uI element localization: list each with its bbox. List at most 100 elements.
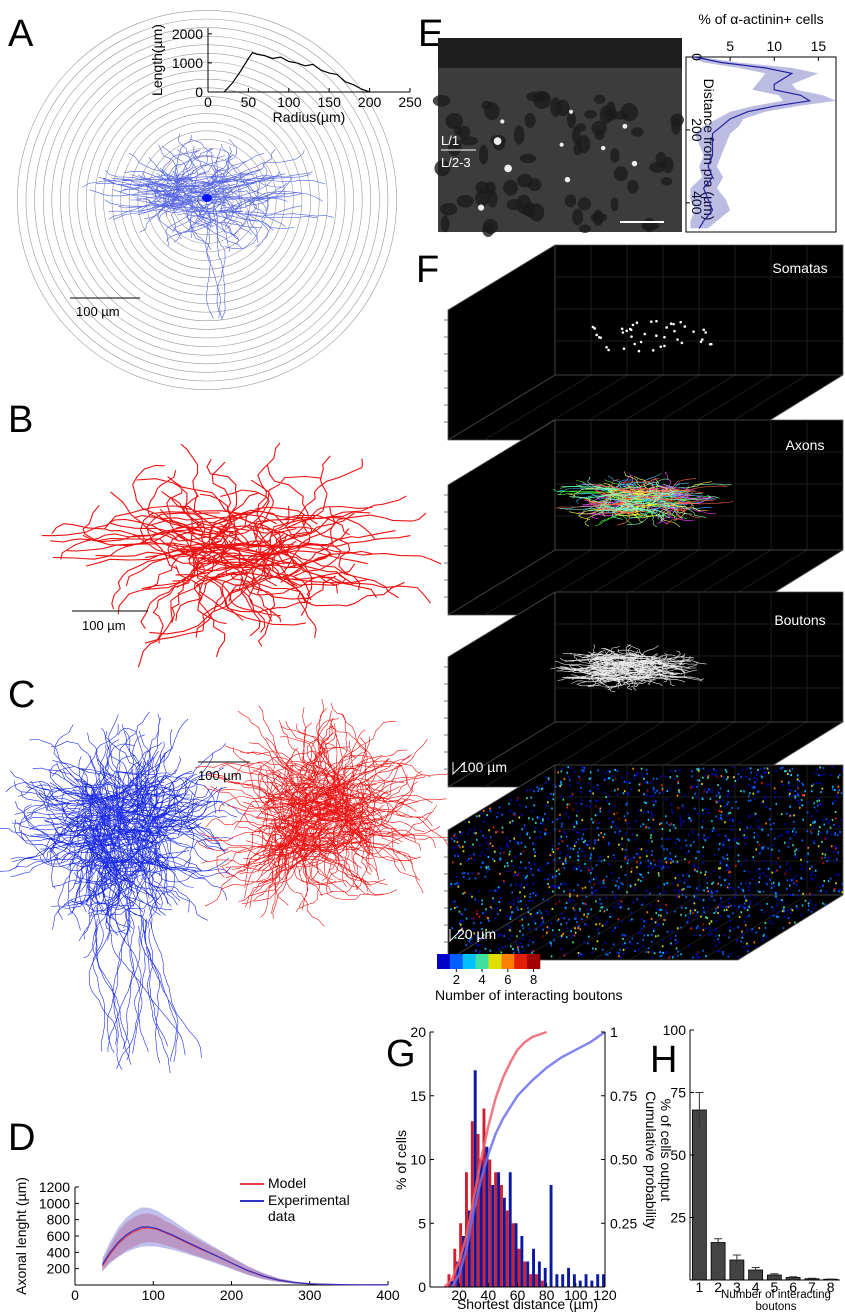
x-tick-label: 200: [220, 1287, 244, 1303]
cell-shadow: [614, 166, 628, 181]
colorbar-cell: [437, 954, 450, 969]
cell-shadow: [573, 142, 582, 155]
page: ABCDEFGH100 µm100 µm100 µmL/1L/2-3Somata…: [0, 0, 845, 1313]
panel-label: F: [416, 249, 439, 291]
layer-label: L/2-3: [441, 155, 471, 170]
y-axis-label: Length(µm): [149, 24, 165, 96]
y-axis-label: % of cells: [393, 1130, 409, 1190]
y-tick-label: 15: [410, 1088, 426, 1104]
panel-label: H: [650, 1039, 677, 1081]
x-tick-label: 100: [277, 94, 301, 110]
soma-dot: [659, 345, 662, 348]
soma-dot: [655, 320, 658, 323]
histogram-bar: [515, 1223, 518, 1287]
figure-canvas: ABCDEFGH100 µm100 µm100 µmL/1L/2-3Somata…: [0, 0, 845, 1313]
cell-shadow: [591, 121, 606, 135]
cell-shadow: [483, 219, 498, 234]
neuron-tracing: [0, 712, 245, 958]
soma-dot: [673, 330, 676, 333]
labeled-cell: [494, 137, 502, 145]
y-tick-label: 1200: [39, 1179, 70, 1195]
panel-label: A: [8, 13, 34, 55]
panel-label: B: [8, 399, 33, 441]
histogram-bar: [550, 1185, 553, 1287]
soma: [202, 194, 212, 202]
bar: [692, 1110, 706, 1280]
y-tick-label: 800: [47, 1212, 71, 1228]
x-tick-label: 1: [695, 1279, 703, 1295]
soma-dot: [623, 347, 626, 350]
histogram-bar: [512, 1223, 515, 1287]
colorbar-cell: [489, 954, 502, 969]
y-tick-label: 400: [47, 1244, 71, 1260]
y2-tick-label: 0.75: [610, 1088, 637, 1104]
x-tick-label: 300: [298, 1287, 322, 1303]
soma-dot: [676, 338, 679, 341]
y-tick-label: 10: [410, 1152, 426, 1168]
scale-bar-label: 100 µm: [82, 618, 126, 633]
labeled-cell: [622, 124, 627, 129]
cell-shadow: [525, 113, 536, 128]
histogram-bar: [535, 1274, 538, 1287]
soma-dot: [595, 334, 598, 337]
soma-dot: [636, 321, 639, 324]
soma-dot: [643, 333, 646, 336]
soma-dot: [683, 325, 686, 328]
histogram-bar: [477, 1134, 480, 1287]
soma-dot: [625, 329, 628, 332]
labeled-cell: [504, 165, 512, 173]
cell-shadow: [533, 91, 549, 102]
scale-bar-label: 20 µm: [457, 926, 496, 942]
cell-shadow: [656, 152, 667, 168]
x-tick-label: 0: [204, 94, 212, 110]
labeled-cell: [565, 177, 570, 182]
histogram-bar: [503, 1198, 506, 1287]
layer-label: L/1: [441, 133, 459, 148]
colorbar-cell: [501, 954, 514, 969]
soma-dot: [632, 324, 635, 327]
histogram-bar: [538, 1262, 541, 1288]
histogram-bar: [497, 1172, 500, 1287]
histogram-bar: [488, 1160, 491, 1288]
x-tick-label: 250: [398, 94, 422, 110]
cell-shadow: [440, 203, 457, 215]
colorbar-tick-label: 2: [453, 972, 460, 987]
x-axis-label: Radius(µm): [273, 109, 346, 125]
stack-label: Boutons: [774, 612, 825, 628]
micrograph-edge: [438, 38, 682, 68]
y-tick-label: 600: [47, 1228, 71, 1244]
y2-tick-label: 1: [610, 1024, 618, 1040]
x-tick-label: 100: [142, 1287, 166, 1303]
x-tick-label: 200: [358, 94, 382, 110]
scale-bar-label: 100 µm: [460, 759, 507, 775]
histogram-bar: [561, 1274, 564, 1287]
colorbar-label: Number of interacting boutons: [435, 987, 623, 1003]
colorbar-cell: [476, 954, 489, 969]
y-axis-label: Axonal lenght (µm): [13, 1177, 29, 1295]
histogram-bar: [520, 1236, 523, 1287]
cell-shadow: [612, 111, 628, 119]
soma-dot: [633, 343, 636, 346]
soma-dot: [638, 350, 641, 353]
soma-dot: [663, 336, 666, 339]
legend-entry: Experimental data: [268, 1192, 354, 1224]
colorbar-cell: [527, 954, 540, 969]
legend-entry: Model: [268, 1175, 306, 1191]
cell-shadow: [572, 126, 581, 144]
cell-shadow: [514, 125, 525, 144]
y-tick-label: 5: [418, 1215, 426, 1231]
histogram-bar: [483, 1109, 486, 1288]
neuron-tracing: [42, 443, 441, 667]
labeled-cell: [560, 143, 564, 147]
colorbar-tick-label: 4: [478, 972, 485, 987]
cell-shadow: [643, 218, 655, 233]
x-axis-label: Shortest distance (µm): [457, 1296, 598, 1312]
cell-shadow: [457, 195, 474, 208]
histogram-bar: [567, 1268, 570, 1287]
scale-bar-label: 100 µm: [76, 304, 120, 319]
y-tick-label: 1000: [39, 1195, 70, 1211]
figure: ABCDEFGH100 µm100 µm100 µmL/1L/2-3Somata…: [0, 0, 845, 1313]
neuron-tracing: [195, 699, 465, 927]
histogram-bar: [506, 1211, 509, 1288]
y-tick-label: 100: [663, 1022, 687, 1038]
